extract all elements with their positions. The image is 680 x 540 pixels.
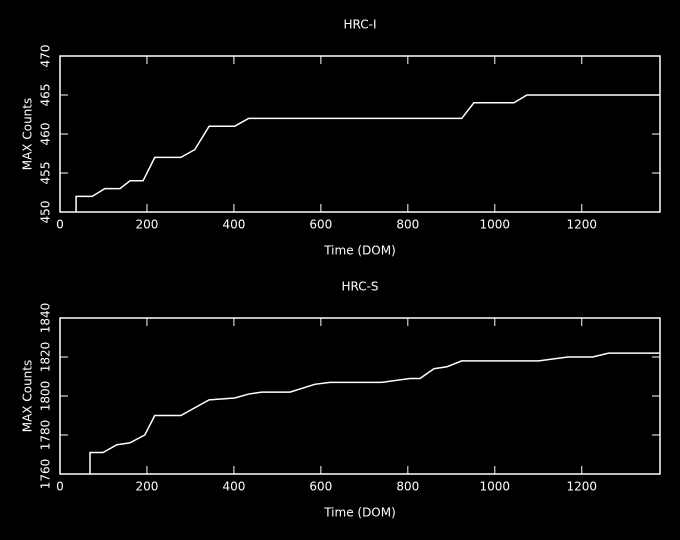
- y-tick-label: 1840: [39, 303, 53, 334]
- x-tick-label: 400: [222, 480, 245, 494]
- x-tick-label: 200: [136, 480, 159, 494]
- x-tick-label: 1000: [480, 480, 511, 494]
- x-tick-label: 800: [396, 480, 419, 494]
- y-tick-label: 455: [39, 162, 53, 185]
- x-tick-label: 200: [136, 218, 159, 232]
- data-line: [89, 352, 660, 474]
- y-tick-label: 460: [39, 123, 53, 146]
- x-tick-label: 0: [56, 480, 64, 494]
- data-line: [75, 94, 660, 212]
- x-tick-label: 400: [222, 218, 245, 232]
- x-tick-label: 1200: [566, 480, 597, 494]
- y-tick-label: 1760: [39, 459, 53, 490]
- x-tick-label: 1200: [566, 218, 597, 232]
- x-tick-label: 800: [396, 218, 419, 232]
- x-tick-label: 0: [56, 218, 64, 232]
- x-tick-label: 600: [309, 218, 332, 232]
- y-tick-label: 1820: [39, 342, 53, 373]
- x-axis-label: Time (DOM): [323, 244, 396, 258]
- x-tick-label: 600: [309, 480, 332, 494]
- y-tick-label: 450: [39, 201, 53, 224]
- y-axis-label: MAX Counts: [21, 98, 35, 171]
- y-axis-label: MAX Counts: [21, 360, 35, 433]
- y-tick-label: 470: [39, 45, 53, 68]
- x-axis-label: Time (DOM): [323, 506, 396, 520]
- y-tick-label: 465: [39, 84, 53, 107]
- y-tick-label: 1780: [39, 420, 53, 451]
- chart-title: HRC-I: [343, 18, 376, 32]
- y-tick-label: 1800: [39, 381, 53, 412]
- chart-title: HRC-S: [341, 280, 378, 294]
- x-tick-label: 1000: [480, 218, 511, 232]
